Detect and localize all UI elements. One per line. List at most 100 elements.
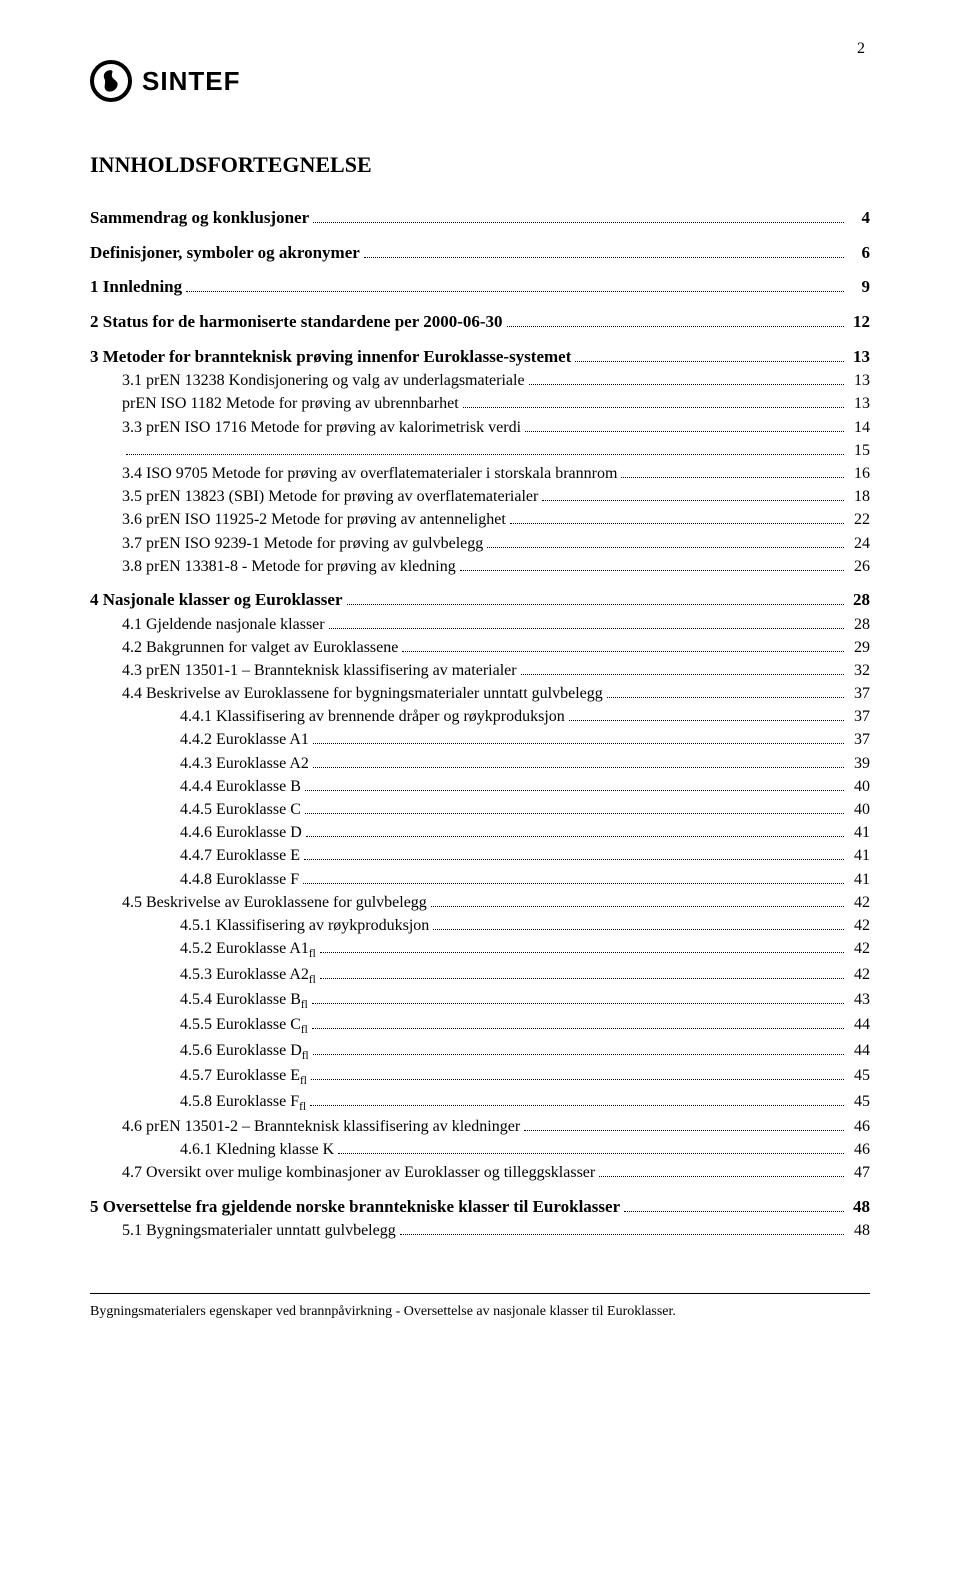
toc-entry-label: 3.5 prEN 13823 (SBI) Metode for prøving … (122, 485, 538, 508)
toc-leader (529, 371, 844, 385)
toc-entry-label: 4.7 Oversikt over mulige kombinasjoner a… (122, 1161, 595, 1184)
toc-entry-page: 6 (848, 241, 870, 266)
toc-leader (312, 1015, 844, 1029)
toc-entry: 4.7 Oversikt over mulige kombinasjoner a… (90, 1161, 870, 1184)
toc-leader (542, 487, 844, 501)
toc-entry-page: 28 (848, 613, 870, 636)
toc-entry-label: 4.3 prEN 13501-1 – Brannteknisk klassifi… (122, 659, 517, 682)
toc-entry: 4.5 Beskrivelse av Euroklassene for gulv… (90, 891, 870, 914)
toc-entry: 3.6 prEN ISO 11925-2 Metode for prøving … (90, 508, 870, 531)
toc-entry-label: 4.5.2 Euroklasse A1fl (180, 937, 316, 962)
toc-entry-subscript: fl (300, 1075, 307, 1087)
toc-entry-label: 4.5.8 Euroklasse Ffl (180, 1090, 306, 1115)
toc-entry-page: 42 (848, 914, 870, 937)
toc-entry-page: 44 (848, 1013, 870, 1036)
toc-entry-label: 4.4.1 Klassifisering av brennende dråper… (180, 705, 565, 728)
toc-entry: 3.1 prEN 13238 Kondisjonering og valg av… (90, 369, 870, 392)
toc-entry: 4.5.2 Euroklasse A1fl 42 (90, 937, 870, 962)
toc-leader (306, 823, 844, 837)
toc-entry: 4.5.4 Euroklasse Bfl43 (90, 988, 870, 1013)
toc-entry: 4.3 prEN 13501-1 – Brannteknisk klassifi… (90, 659, 870, 682)
toc-entry-label: 4.5.4 Euroklasse Bfl (180, 988, 308, 1013)
toc-entry-label: 3.4 ISO 9705 Metode for prøving av overf… (122, 462, 617, 485)
toc-leader (313, 753, 844, 767)
toc-entry: 4.5.5 Euroklasse Cfl44 (90, 1013, 870, 1038)
toc-leader (463, 394, 844, 408)
toc-entry-label: prEN ISO 1182 Metode for prøving av ubre… (122, 392, 459, 415)
toc-entry-subscript: fl (309, 948, 316, 960)
toc-entry-label: 4.5.3 Euroklasse A2fl (180, 963, 316, 988)
toc-entry-page: 40 (848, 775, 870, 798)
toc-entry: 4.4.8 Euroklasse F 41 (90, 868, 870, 891)
toc-leader (607, 684, 844, 698)
toc-entry-page: 28 (848, 588, 870, 613)
toc-leader (311, 1066, 844, 1080)
page-title: INNHOLDSFORTEGNELSE (90, 152, 870, 178)
sintef-logo-icon (90, 60, 132, 102)
toc-leader (329, 614, 844, 628)
toc-entry: prEN ISO 1182 Metode for prøving av ubre… (90, 392, 870, 415)
toc-leader (186, 277, 844, 292)
toc-leader (338, 1140, 844, 1154)
toc-entry-subscript: fl (301, 999, 308, 1011)
toc-entry-page: 16 (848, 462, 870, 485)
toc-entry-label: 4.4 Beskrivelse av Euroklassene for bygn… (122, 682, 603, 705)
toc-entry-label: 2 Status for de harmoniserte standardene… (90, 310, 503, 335)
toc-entry: Definisjoner, symboler og akronymer6 (90, 241, 870, 266)
toc-entry-label: 4.1 Gjeldende nasjonale klasser (122, 613, 325, 636)
toc-entry: 1 Innledning9 (90, 275, 870, 300)
toc-entry: 4.5.3 Euroklasse A2fl42 (90, 963, 870, 988)
toc-entry: 3.7 prEN ISO 9239-1 Metode for prøving a… (90, 532, 870, 555)
toc-entry: 2 Status for de harmoniserte standardene… (90, 310, 870, 335)
toc-entry-page: 48 (848, 1195, 870, 1220)
toc-entry-page: 37 (848, 728, 870, 751)
toc-entry: 3.5 prEN 13823 (SBI) Metode for prøving … (90, 485, 870, 508)
toc-entry-label: 3.7 prEN ISO 9239-1 Metode for prøving a… (122, 532, 483, 555)
toc-entry-label: 4.5.1 Klassifisering av røykproduksjon (180, 914, 429, 937)
toc-leader (525, 417, 844, 431)
toc-entry: 4.4 Beskrivelse av Euroklassene for bygn… (90, 682, 870, 705)
toc-leader (599, 1163, 844, 1177)
toc-leader (487, 533, 844, 547)
toc-entry-page: 46 (848, 1115, 870, 1138)
footer-text: Bygningsmaterialers egenskaper ved brann… (90, 1293, 870, 1320)
toc-entry-subscript: fl (301, 1025, 308, 1037)
toc-entry: 4 Nasjonale klasser og Euroklasser28 (90, 588, 870, 613)
toc-entry: 4.4.6 Euroklasse D41 (90, 821, 870, 844)
toc-leader (313, 1040, 844, 1054)
toc-entry-page: 13 (848, 392, 870, 415)
toc-entry-label: 1 Innledning (90, 275, 182, 300)
toc-entry: 4.4.5 Euroklasse C40 (90, 798, 870, 821)
toc-entry-page: 41 (848, 868, 870, 891)
toc-entry-label: 3.3 prEN ISO 1716 Metode for prøving av … (122, 416, 521, 439)
toc-entry: 4.1 Gjeldende nasjonale klasser 28 (90, 613, 870, 636)
toc-entry-page: 42 (848, 937, 870, 960)
toc-entry: 5.1 Bygningsmaterialer unntatt gulvbeleg… (90, 1219, 870, 1242)
toc-entry-label: 3.8 prEN 13381-8 - Metode for prøving av… (122, 555, 456, 578)
toc-leader (460, 556, 844, 570)
brand-header: SINTEF (90, 60, 870, 102)
toc-leader (126, 440, 844, 454)
toc-entry-page: 29 (848, 636, 870, 659)
toc-leader (433, 916, 844, 930)
toc-entry-label: 3.1 prEN 13238 Kondisjonering og valg av… (122, 369, 525, 392)
toc-entry-label: 4.4.7 Euroklasse E (180, 844, 300, 867)
toc-entry: 4.4.1 Klassifisering av brennende dråper… (90, 705, 870, 728)
toc-entry-page: 37 (848, 682, 870, 705)
toc-entry-label: Sammendrag og konklusjoner (90, 206, 309, 231)
toc-leader (313, 730, 844, 744)
page-number: 2 (857, 40, 865, 58)
toc-leader (507, 312, 844, 327)
toc-entry-page: 32 (848, 659, 870, 682)
toc-leader (320, 939, 844, 953)
toc-entry: 4.5.7 Euroklasse Efl45 (90, 1064, 870, 1089)
toc-entry-label: 4.4.6 Euroklasse D (180, 821, 302, 844)
toc-leader (313, 208, 844, 223)
toc-entry-label: 4.5 Beskrivelse av Euroklassene for gulv… (122, 891, 427, 914)
toc-entry-page: 47 (848, 1161, 870, 1184)
toc-entry-label: 4.4.8 Euroklasse F (180, 868, 299, 891)
toc-entry-label: 4.2 Bakgrunnen for valget av Euroklassen… (122, 636, 398, 659)
toc-entry-page: 26 (848, 555, 870, 578)
toc-leader (305, 776, 844, 790)
toc-entry-page: 45 (848, 1064, 870, 1087)
